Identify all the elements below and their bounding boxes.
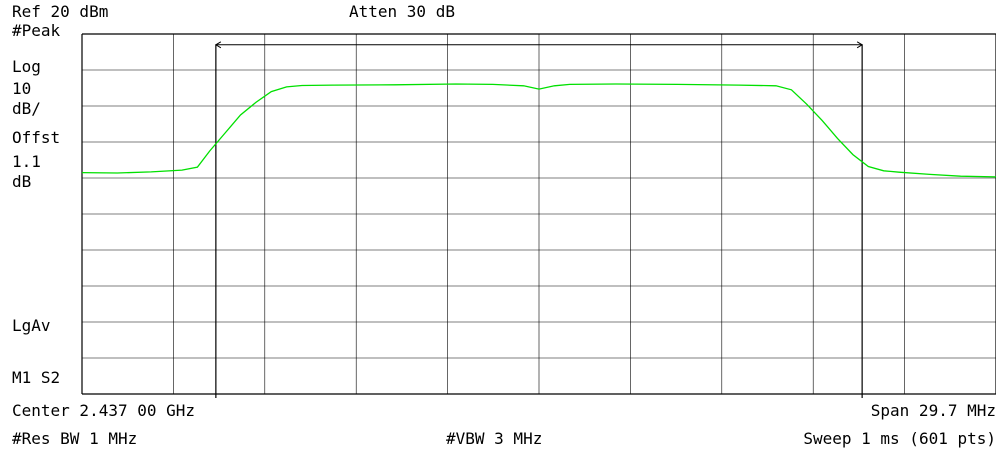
marker-arrow-left — [214, 41, 222, 49]
span-label: Span 29.7 MHz — [870, 401, 996, 420]
averaging-label: LgAv — [12, 316, 51, 335]
delta-markers — [214, 41, 864, 398]
spectrum-trace — [81, 83, 996, 178]
rbw-label: #Res BW 1 MHz — [12, 429, 138, 448]
scale-type-label: Log — [12, 57, 41, 76]
attenuation-label: Atten 30 dB — [349, 2, 455, 21]
sweep-label: Sweep 1 ms (601 pts) — [803, 429, 996, 448]
scale-value-label: 10 — [12, 79, 32, 98]
offset-label: Offst — [12, 128, 61, 147]
marker-arrow-right — [856, 41, 864, 49]
detector-label: #Peak — [12, 21, 61, 40]
ref-level-label: Ref 20 dBm — [12, 2, 109, 21]
offset-value-label: 1.1 — [12, 152, 41, 171]
markers-label: M1 S2 — [12, 368, 61, 387]
scale-unit-label: dB/ — [12, 99, 41, 118]
graticule — [81, 33, 996, 395]
center-frequency-label: Center 2.437 00 GHz — [12, 401, 196, 420]
offset-unit-label: dB — [12, 172, 32, 191]
vbw-label: #VBW 3 MHz — [446, 429, 543, 448]
